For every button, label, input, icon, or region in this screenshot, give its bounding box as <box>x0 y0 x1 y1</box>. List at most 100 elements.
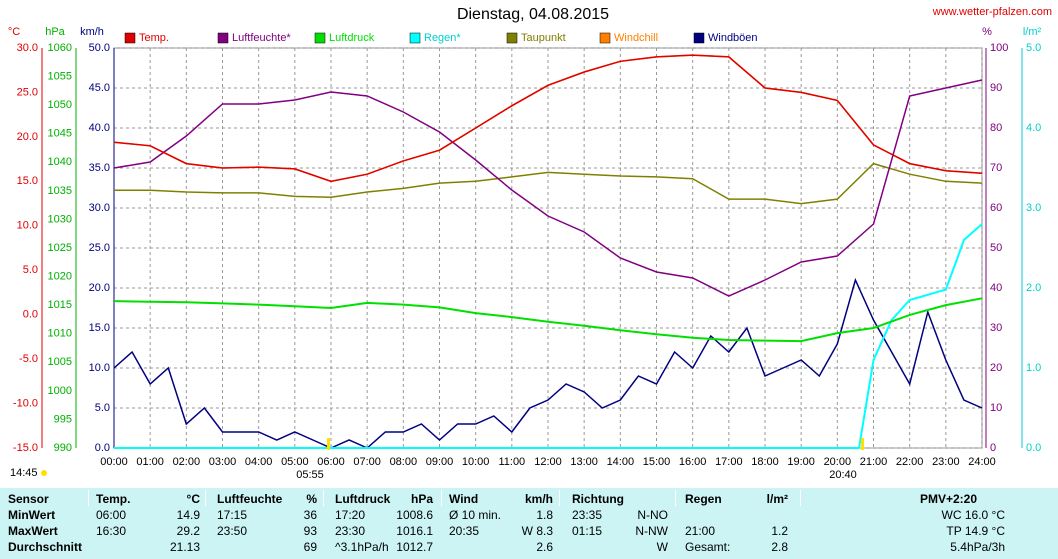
series-line <box>114 223 983 449</box>
axis-unit: hPa <box>45 26 65 38</box>
annotation: 14:45 <box>10 467 38 479</box>
y-tick-label: 30.0 <box>17 42 38 54</box>
legend-label: Windchill <box>614 32 658 44</box>
table-cell: 1012.7 <box>396 540 433 554</box>
series-line <box>113 54 983 183</box>
y-tick-label: 100 <box>990 42 1008 54</box>
y-tick-label: 1010 <box>48 328 72 340</box>
source: www.wetter-pfalzen.com <box>932 6 1052 18</box>
sunset-marker <box>861 438 864 450</box>
legend-swatch <box>217 32 229 44</box>
table-cell: 20:35 <box>449 524 480 538</box>
x-tick-label: 04:00 <box>245 456 273 468</box>
table-cell: ^3.1hPa/h <box>335 540 389 554</box>
stats-table: Sensor Temp. °C Luftfeuchte% Luftdruck hPa Win… <box>0 488 1058 559</box>
y-tick-label: 20.0 <box>89 282 110 294</box>
y-tick-label: 1035 <box>48 185 72 197</box>
table-header: PMV+2:20 <box>920 492 978 506</box>
x-tick-label: 18:00 <box>751 456 779 468</box>
x-tick-label: 05:00 <box>281 456 309 468</box>
y-tick-label: 990 <box>54 442 72 454</box>
x-tick-label: 08:00 <box>390 456 418 468</box>
series-line <box>114 162 983 205</box>
x-tick-label: 11:00 <box>498 456 525 468</box>
chart: Dienstag, 04.08.2015 www.wetter-pfalzen.… <box>8 6 1052 481</box>
table-cell: 29.2 <box>176 524 200 538</box>
table-cell: 2.6 <box>536 540 553 554</box>
y-tick-label: 25.0 <box>17 86 38 98</box>
x-tick-label: 13:00 <box>570 456 598 468</box>
y-tick-label: 1055 <box>48 70 72 82</box>
legend-label: Regen* <box>424 32 461 44</box>
x-tick-label: 06:00 <box>317 456 345 468</box>
x-tick-label: 20:00 <box>824 456 852 468</box>
x-tick-label: 22:00 <box>896 456 924 468</box>
y-tick-label: -5.0 <box>19 353 38 365</box>
table-cell: 17:15 <box>217 508 248 522</box>
table-cell: 2.8 <box>771 540 788 554</box>
table-cell: 16:30 <box>96 524 127 538</box>
y-tick-label: 5.0 <box>23 264 38 276</box>
table-cell: 93 <box>303 524 317 538</box>
legend-swatch <box>506 32 518 44</box>
series-line <box>113 297 983 343</box>
table-cell: 1.8 <box>536 508 553 522</box>
table-cell: 36 <box>303 508 317 522</box>
x-tick-label: 17:00 <box>715 456 743 468</box>
y-tick-label: 0.0 <box>23 309 38 321</box>
table-cell: 21:00 <box>685 524 716 538</box>
legend-swatch <box>314 32 326 44</box>
y-tick-label: 0.0 <box>1026 442 1041 454</box>
x-tick-label: 24:00 <box>968 456 996 468</box>
table-header: Regen <box>685 492 722 506</box>
table-cell: 14.9 <box>176 508 200 522</box>
sun-marker <box>41 470 47 476</box>
column-divider <box>675 490 676 506</box>
y-tick-label: 70 <box>990 162 1002 174</box>
table-header: Wind <box>449 492 479 506</box>
column-divider <box>559 490 560 506</box>
y-tick-label: 1060 <box>48 42 72 54</box>
table-cell: 21.13 <box>169 540 200 554</box>
x-tick-label: 21:00 <box>860 456 888 468</box>
y-tick-label: 10.0 <box>89 362 110 374</box>
y-tick-label: 1045 <box>48 128 72 140</box>
y-tick-label: 50.0 <box>89 42 110 54</box>
table-header: hPa <box>410 492 433 506</box>
y-tick-label: 60 <box>990 202 1002 214</box>
table-cell: MaxWert <box>8 524 58 538</box>
column-divider <box>800 490 801 506</box>
x-tick-label: 09:00 <box>426 456 454 468</box>
y-tick-label: 5.0 <box>95 402 110 414</box>
x-tick-label: 23:00 <box>932 456 960 468</box>
y-tick-label: 40.0 <box>89 122 110 134</box>
table-cell: 5.4hPa/3h <box>950 540 1005 554</box>
table-cell: N-NO <box>637 508 668 522</box>
legend-label: Windböen <box>708 32 758 44</box>
table-cell: 1.2 <box>771 524 788 538</box>
table-cell: 23:30 <box>335 524 366 538</box>
y-tick-label: 45.0 <box>89 82 110 94</box>
x-tick-label: 03:00 <box>209 456 237 468</box>
axis-unit: % <box>982 26 992 38</box>
x-tick-label: 15:00 <box>643 456 671 468</box>
table-cell: Gesamt: <box>685 540 731 554</box>
legend-label: Luftdruck <box>329 32 375 44</box>
y-tick-label: 1050 <box>48 99 72 111</box>
y-tick-label: 10 <box>990 402 1002 414</box>
table-cell: 1016.1 <box>396 524 433 538</box>
x-tick-label: 14:00 <box>607 456 635 468</box>
table-cell: WC 16.0 °C <box>941 508 1005 522</box>
y-tick-label: 3.0 <box>1026 202 1041 214</box>
y-tick-label: 15.0 <box>17 175 38 187</box>
table-header: °C <box>186 492 200 506</box>
sunrise-marker <box>327 438 330 450</box>
table-cell: Durchschnitt <box>8 540 83 554</box>
legend-swatch <box>693 32 705 44</box>
table-header: km/h <box>524 492 553 506</box>
annotation: 05:55 <box>296 469 324 481</box>
y-tick-label: 0 <box>990 442 996 454</box>
legend-label: Taupunkt <box>521 32 566 44</box>
table-header: Luftdruck <box>335 492 391 506</box>
